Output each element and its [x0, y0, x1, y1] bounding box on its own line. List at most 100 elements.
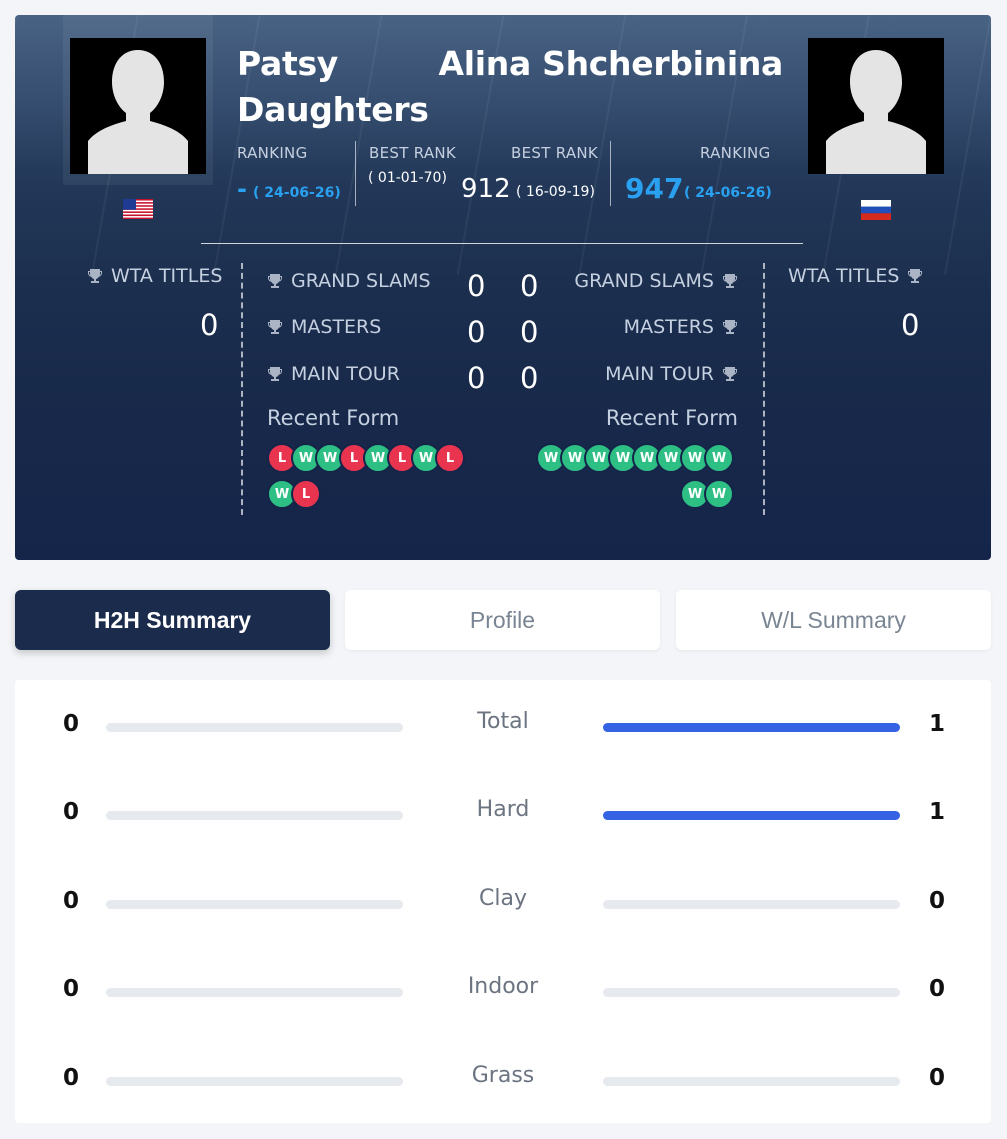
player2-ranking: 947	[625, 172, 684, 205]
surface-label: Grass	[471, 1063, 535, 1088]
right-count: 0	[929, 1065, 946, 1091]
player1-main-tour: 0	[467, 361, 486, 395]
player2-grand-slams-label: GRAND SLAMS	[574, 270, 738, 292]
masters-text: MASTERS	[623, 316, 714, 338]
player2-grand-slams: 0	[520, 269, 539, 303]
player2-masters: 0	[520, 315, 539, 349]
summary-row-total: 0 Total 1	[15, 705, 991, 745]
masters-text: MASTERS	[291, 316, 382, 338]
player2-ranking-date: ( 24-06-26)	[684, 185, 772, 201]
grand-slams-text: GRAND SLAMS	[291, 270, 431, 292]
trophy-icon	[723, 367, 737, 381]
trophy-icon	[88, 269, 102, 283]
right-bar	[603, 988, 900, 997]
left-count: 0	[63, 1065, 80, 1091]
left-count: 0	[63, 976, 80, 1002]
left-bar	[106, 811, 403, 820]
right-bar	[603, 1077, 900, 1086]
ru-flag-icon	[861, 200, 891, 220]
player1-masters-label: MASTERS	[267, 316, 381, 338]
grand-slams-text: GRAND SLAMS	[574, 270, 714, 292]
right-count: 1	[929, 711, 946, 737]
left-bar	[106, 900, 403, 909]
header-divider	[201, 243, 803, 244]
form-result-badge: L	[291, 479, 321, 509]
surface-label: Clay	[479, 886, 527, 911]
form-result-badge: W	[267, 479, 297, 509]
right-bar	[603, 900, 900, 909]
player2-recent-form-label: Recent Form	[605, 406, 738, 430]
left-bar	[106, 988, 403, 997]
form-result-badge: W	[704, 443, 734, 473]
summary-row-grass: 0 Grass 0	[15, 1059, 991, 1099]
player1-recent-form-label: Recent Form	[267, 406, 400, 430]
wta-titles-text: WTA TITLES	[111, 265, 223, 287]
person-silhouette-icon	[70, 38, 206, 174]
player1-name[interactable]: Patsy Daughters	[237, 44, 429, 129]
tab-profile[interactable]: Profile	[345, 590, 660, 650]
player2-wta-titles: 0	[901, 308, 920, 342]
player1-ranking-label: RANKING	[237, 144, 308, 162]
player2-wta-titles-label: WTA TITLES	[788, 265, 923, 287]
left-count: 0	[63, 888, 80, 914]
player2-avatar[interactable]	[808, 38, 944, 174]
trophy-icon	[268, 320, 282, 334]
form-result-badge: L	[435, 443, 465, 473]
right-bar-fill	[603, 723, 900, 732]
player1-grand-slams-label: GRAND SLAMS	[267, 270, 431, 292]
form-result-badge: W	[584, 443, 614, 473]
form-result-badge: W	[315, 443, 345, 473]
tab-h2h-summary[interactable]: H2H Summary	[15, 590, 330, 650]
player2-masters-label: MASTERS	[624, 316, 738, 338]
right-bar-fill	[603, 811, 900, 820]
trophy-icon	[268, 367, 282, 381]
trophy-icon	[723, 274, 737, 288]
player1-wta-titles-label: WTA TITLES	[87, 265, 222, 287]
left-bar	[106, 1077, 403, 1086]
player1-grand-slams: 0	[467, 269, 486, 303]
form-result-badge: W	[536, 443, 566, 473]
tab-bar: H2H Summary Profile W/L Summary	[15, 590, 991, 650]
left-count: 0	[63, 799, 80, 825]
right-bar	[603, 811, 900, 820]
player2-best-rank-label: BEST RANK	[511, 144, 599, 162]
dashed-divider	[241, 263, 243, 515]
divider	[610, 141, 611, 206]
player1-main-tour-label: MAIN TOUR	[267, 363, 400, 385]
trophy-icon	[908, 269, 923, 283]
left-bar	[106, 723, 403, 732]
player1-masters: 0	[467, 315, 486, 349]
surface-label: Total	[477, 709, 529, 734]
player1-best-rank-date: ( 01-01-70)	[368, 170, 447, 186]
surface-label: Indoor	[467, 974, 539, 999]
main-tour-text: MAIN TOUR	[291, 363, 400, 385]
divider	[355, 141, 356, 206]
summary-row-hard: 0 Hard 1	[15, 793, 991, 833]
player1-wta-titles: 0	[200, 308, 219, 342]
right-count: 0	[929, 976, 946, 1002]
right-count: 1	[929, 799, 946, 825]
trophy-icon	[723, 320, 737, 334]
player1-best-rank-label: BEST RANK	[369, 144, 457, 162]
right-count: 0	[929, 888, 946, 914]
player1-avatar[interactable]	[70, 38, 206, 174]
h2h-header: Patsy Daughters Alina Shcherbinina RANKI…	[15, 15, 991, 560]
summary-row-indoor: 0 Indoor 0	[15, 970, 991, 1010]
right-bar	[603, 723, 900, 732]
person-silhouette-icon	[808, 38, 944, 174]
player1-ranking-date: ( 24-06-26)	[253, 185, 341, 201]
player1-ranking: -	[237, 175, 247, 203]
form-result-badge: W	[632, 443, 662, 473]
trophy-icon	[268, 274, 282, 288]
player2-name[interactable]: Alina Shcherbinina	[438, 44, 784, 83]
player2-main-tour: 0	[520, 361, 539, 395]
form-result-badge: W	[704, 479, 734, 509]
summary-row-clay: 0 Clay 0	[15, 882, 991, 922]
surface-label: Hard	[476, 797, 530, 822]
left-count: 0	[63, 711, 80, 737]
player2-best-rank-date: ( 16-09-19)	[516, 184, 595, 200]
tab-wl-summary[interactable]: W/L Summary	[676, 590, 991, 650]
